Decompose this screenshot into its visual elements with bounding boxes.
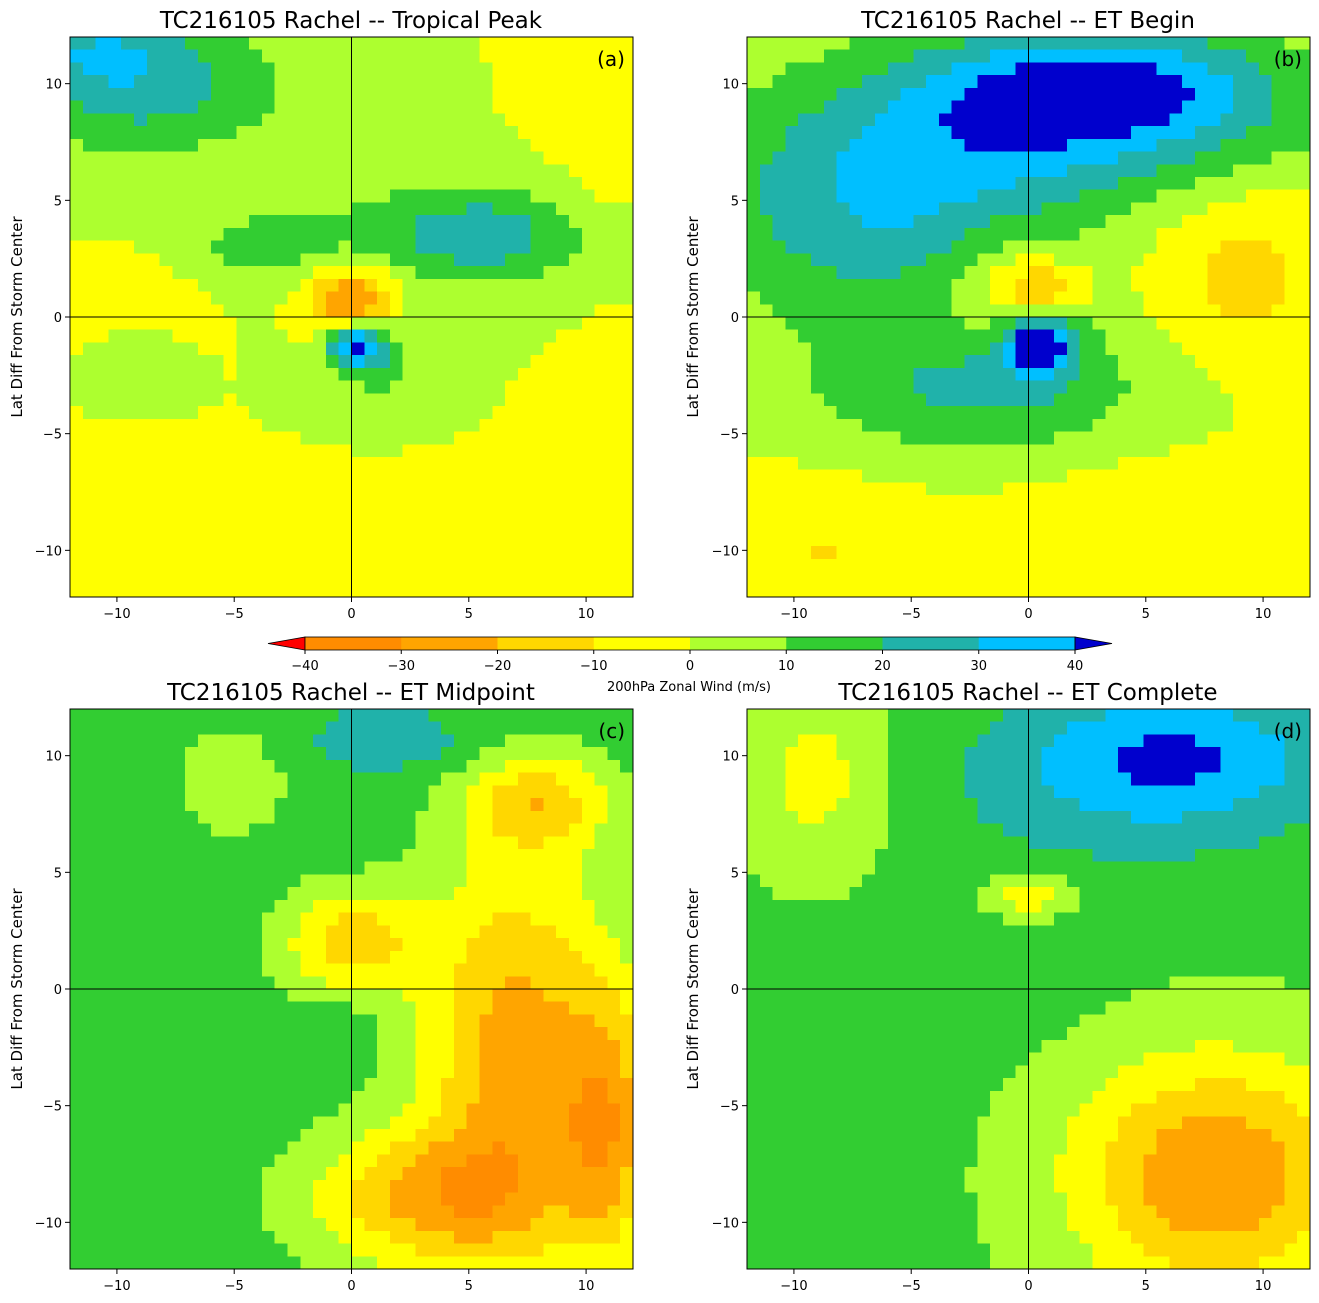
panel-d-xtick-label: −10 bbox=[780, 1279, 807, 1294]
panel-c-xtick-label: 5 bbox=[465, 1279, 473, 1294]
panel-c-title: TC216105 Rachel -- ET Midpoint bbox=[166, 680, 535, 706]
panel-d-ytick-label: −5 bbox=[720, 1100, 739, 1115]
panel-d-ylabel: Lat Diff From Storm Center bbox=[684, 888, 702, 1090]
colorbar-segment bbox=[305, 637, 402, 650]
panel-a-tag: (a) bbox=[597, 47, 625, 71]
panel-d-title: TC216105 Rachel -- ET Complete bbox=[837, 680, 1217, 706]
colorbar-tick-label: 20 bbox=[874, 659, 891, 674]
panel-d-plot-area: −10 −5 0 5 10 −10 −5 0 5 10 bbox=[712, 708, 1311, 1294]
panel-c-xtick-label: −5 bbox=[225, 1279, 244, 1294]
colorbar-segment bbox=[497, 637, 595, 650]
panel-a-ytick-label: 10 bbox=[45, 78, 62, 93]
panel-b-ytick-label: 10 bbox=[722, 78, 739, 93]
colorbar: −40 −30 −20 −10 0 10 20 30 40 bbox=[267, 636, 1113, 674]
panel-c-xtick-label: −10 bbox=[103, 1279, 130, 1294]
panel-a-xtick-label: 0 bbox=[347, 607, 355, 622]
panel-c-xtick-label: 0 bbox=[347, 1279, 355, 1294]
panel-c-ytick-label: 5 bbox=[54, 866, 62, 881]
panel-c: TC216105 Rachel -- ET Midpoint −10 −5 0 5 10… bbox=[8, 680, 634, 1294]
panel-d-ytick-label: 5 bbox=[731, 866, 739, 881]
colorbar-tick-label: −10 bbox=[580, 659, 607, 674]
panel-d-xtick-label: −5 bbox=[902, 1279, 921, 1294]
colorbar-segment bbox=[978, 637, 1076, 650]
panel-d-ytick-label: 10 bbox=[722, 750, 739, 765]
panel-b-xtick-label: 0 bbox=[1024, 607, 1032, 622]
colorbar-segment bbox=[786, 637, 883, 650]
colorbar-tick-label: 10 bbox=[778, 659, 795, 674]
panel-a-xtick-label: −10 bbox=[103, 607, 130, 622]
colorbar-segment bbox=[690, 637, 787, 650]
panel-c-ytick-label: 0 bbox=[54, 983, 62, 998]
panel-a-ytick-label: 0 bbox=[54, 311, 62, 326]
panel-a: TC216105 Rachel -- Tropical Peak −10 −5 0 5… bbox=[8, 8, 634, 622]
colorbar-over-arrow bbox=[1074, 636, 1113, 651]
panel-a-ytick-label: 5 bbox=[54, 194, 62, 209]
panel-c-ytick-label: −10 bbox=[35, 1216, 62, 1231]
panel-d: TC216105 Rachel -- ET Complete −10 −5 0 5 10… bbox=[684, 680, 1311, 1294]
panel-b-xtick-label: 5 bbox=[1142, 607, 1150, 622]
panel-b-tag: (b) bbox=[1274, 47, 1302, 71]
colorbar-tick-label: −20 bbox=[484, 659, 511, 674]
panel-b-ytick-label: 0 bbox=[731, 311, 739, 326]
panel-a-xtick-label: 10 bbox=[578, 607, 595, 622]
panel-d-xtick-label: 5 bbox=[1142, 1279, 1150, 1294]
panel-b-ytick-label: 5 bbox=[731, 194, 739, 209]
panel-c-ylabel: Lat Diff From Storm Center bbox=[8, 888, 26, 1090]
panel-b-xtick-label: 10 bbox=[1255, 607, 1272, 622]
panel-b-xtick-label: −5 bbox=[902, 607, 921, 622]
panel-b-ytick-label: −5 bbox=[720, 428, 739, 443]
panel-d-xtick-label: 10 bbox=[1255, 1279, 1272, 1294]
panel-a-xtick-label: −5 bbox=[225, 607, 244, 622]
panel-b: TC216105 Rachel -- ET Begin −10 −5 0 5 10−10… bbox=[684, 8, 1311, 622]
panel-a-ytick-label: −5 bbox=[43, 428, 62, 443]
colorbar-tick-label: −40 bbox=[291, 659, 318, 674]
panel-c-plot-area: −10 −5 0 5 10 −10 −5 0 5 10 bbox=[35, 708, 634, 1294]
panel-b-ylabel: Lat Diff From Storm Center bbox=[684, 216, 702, 418]
panel-a-title: TC216105 Rachel -- Tropical Peak bbox=[159, 8, 543, 34]
panel-a-plot-area: −10 −5 0 5 10 −10 −5 0 5 10 bbox=[35, 36, 634, 622]
panel-c-ytick-label: −5 bbox=[43, 1100, 62, 1115]
colorbar-tick-label: −30 bbox=[388, 659, 415, 674]
panel-d-tag: (d) bbox=[1274, 719, 1302, 743]
panel-b-ytick-label: −10 bbox=[712, 544, 739, 559]
colorbar-tick-label: 40 bbox=[1067, 659, 1084, 674]
panel-c-ytick-label: 10 bbox=[45, 750, 62, 765]
panel-c-tag: (c) bbox=[598, 719, 625, 743]
panel-d-contour-field bbox=[747, 709, 1310, 1269]
panel-b-plot-area: −10 −5 0 5 10 −10 −5 0 5 10 bbox=[712, 36, 1311, 622]
colorbar-tick-label: 0 bbox=[686, 659, 694, 674]
colorbar-segment bbox=[593, 637, 691, 650]
panel-a-ytick-label: −10 bbox=[35, 544, 62, 559]
panel-b-title: TC216105 Rachel -- ET Begin bbox=[860, 8, 1195, 34]
panel-a-xtick-label: 5 bbox=[465, 607, 473, 622]
colorbar-label: 200hPa Zonal Wind (m/s) bbox=[607, 680, 771, 695]
panel-a-contour-field bbox=[70, 37, 633, 597]
panel-b-contour-field bbox=[747, 37, 1310, 597]
colorbar-segment bbox=[882, 637, 980, 650]
panel-d-xtick-label: 0 bbox=[1024, 1279, 1032, 1294]
panel-c-contour-field bbox=[70, 709, 633, 1269]
panel-d-ytick-label: −10 bbox=[712, 1216, 739, 1231]
panel-d-ytick-label: 0 bbox=[731, 983, 739, 998]
colorbar-tick-label: 30 bbox=[970, 659, 987, 674]
panel-c-xtick-label: 10 bbox=[578, 1279, 595, 1294]
panel-a-ylabel: Lat Diff From Storm Center bbox=[8, 216, 26, 418]
colorbar-under-arrow bbox=[267, 636, 306, 651]
panel-b-xtick-label: −10 bbox=[780, 607, 807, 622]
colorbar-segment bbox=[401, 637, 498, 650]
